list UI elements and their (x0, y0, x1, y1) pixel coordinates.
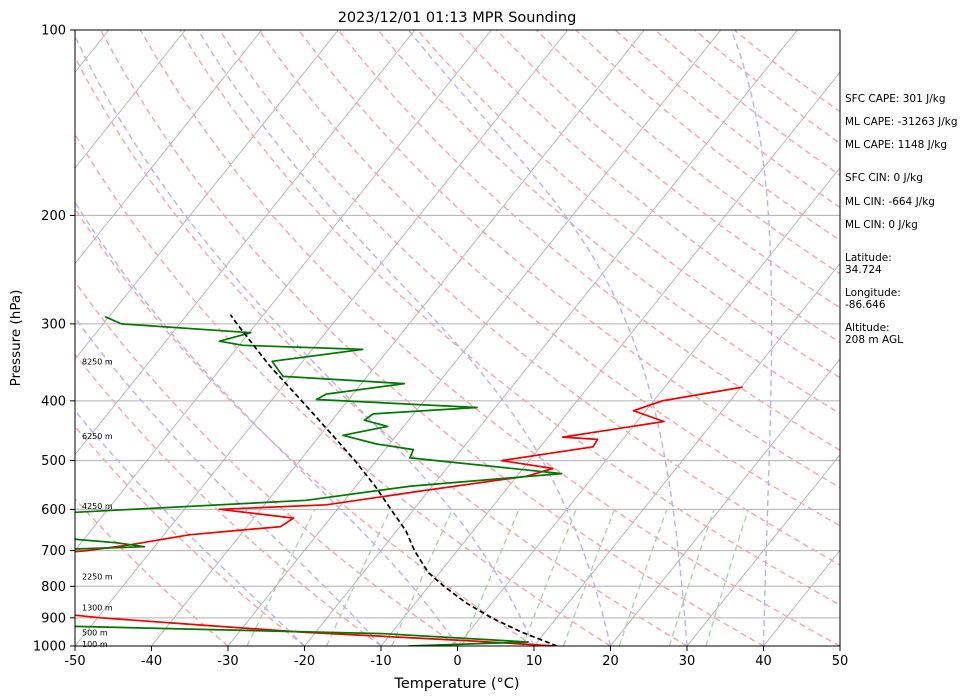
ml-cin-text-2: ML CIN: 0 J/kg (845, 219, 918, 231)
sounding-stats: SFC CAPE: 301 J/kg ML CAPE: -31263 J/kg … (845, 0, 974, 700)
isotherm-line (75, 30, 263, 265)
dry-adiabat (416, 30, 840, 379)
isotherm-line (380, 71, 840, 646)
altitude-value: 208 m AGL (845, 334, 903, 346)
moist-adiabat (197, 30, 612, 646)
dry-adiabat (456, 30, 840, 344)
mixing-ratio-line (705, 509, 750, 646)
height-label: 500 m (82, 629, 108, 638)
altitude-label: Altitude: (845, 322, 890, 334)
x-tick-label: -30 (217, 654, 238, 669)
y-tick-label: 500 (41, 454, 66, 469)
longitude-label: Longitude: (845, 287, 901, 299)
plot-frame (74, 29, 841, 647)
x-tick-label: 20 (602, 654, 619, 669)
sfc-cin-text: SFC CIN: 0 J/kg (845, 172, 923, 184)
chart-title: 2023/12/01 01:13 MPR Sounding (338, 10, 577, 26)
x-tick-label: 50 (832, 654, 849, 669)
y-tick-label: 600 (41, 503, 66, 518)
y-tick-label: 1000 (33, 640, 66, 655)
isotherm-line (75, 30, 186, 169)
y-tick-label: 700 (41, 544, 66, 559)
isotherm-line (533, 262, 840, 646)
dry-adiabat (100, 30, 764, 646)
mixing-ratio-line (246, 509, 316, 646)
x-tick-label: 10 (526, 654, 543, 669)
ml-cape-text: ML CAPE: -31263 J/kg (845, 116, 958, 128)
height-label: 6250 m (82, 432, 113, 441)
y-tick-label: 100 (41, 24, 66, 39)
y-tick-label: 400 (41, 394, 66, 409)
x-tick-label: -10 (370, 654, 391, 669)
dry-adiabat (75, 497, 229, 646)
x-axis-label: Temperature (°C) (393, 676, 519, 692)
isotherm-line (151, 30, 645, 646)
latitude-label: Latitude: (845, 252, 892, 264)
x-tick-label: -20 (294, 654, 315, 669)
moist-adiabat (730, 30, 773, 646)
moist-adiabat (75, 316, 382, 646)
dry-adiabat (75, 132, 611, 646)
moist-adiabat (75, 201, 459, 646)
background-lines (75, 30, 840, 646)
x-axis: -50 -40 -30 -20 -10 0 10 20 30 40 50 (64, 646, 848, 669)
mixing-ratio-line (391, 509, 453, 646)
dry-adiabat (75, 280, 458, 646)
isotherm-line (227, 30, 722, 646)
x-tick-label: 30 (679, 654, 696, 669)
x-tick-label: 40 (755, 654, 772, 669)
height-label: 100 m (82, 640, 108, 649)
isotherm-line (75, 30, 569, 646)
mixing-ratio-line (325, 509, 392, 646)
isotherm-line (75, 30, 416, 456)
height-labels: 8250 m 6250 m 4250 m 2250 m 1300 m 500 m 100 m (82, 357, 113, 649)
ml-cin-text: ML CIN: -664 J/kg (845, 196, 935, 208)
moist-adiabat (407, 30, 688, 646)
isotherm-line (75, 30, 492, 552)
height-label: 8250 m (82, 357, 113, 366)
x-tick-label: 0 (453, 654, 461, 669)
mixing-ratio-line (522, 509, 577, 646)
series-layer (75, 314, 743, 646)
moist-adiabat (75, 409, 305, 646)
mixing-ratio-line (461, 509, 520, 646)
y-tick-label: 900 (41, 611, 66, 626)
isotherm-line (610, 358, 840, 646)
dry-adiabat (218, 30, 840, 566)
dry-adiabat (75, 207, 535, 646)
height-label: 2250 m (82, 572, 113, 581)
parcel-line (229, 314, 558, 646)
x-tick-label: -50 (64, 654, 85, 669)
dry-adiabat (377, 30, 840, 415)
ml-cape-text-2: ML CAPE: 1148 J/kg (845, 139, 948, 151)
y-tick-label: 300 (41, 317, 66, 332)
y-axis-label: Pressure (hPa) (8, 290, 24, 387)
height-label: 4250 m (82, 502, 113, 511)
isotherm-line (75, 30, 339, 360)
dewpoint-line (75, 315, 563, 646)
y-axis: 100 200 300 400 500 600 700 800 900 1000 (33, 24, 75, 655)
longitude-value: -86.646 (845, 299, 886, 311)
dry-adiabat (75, 56, 688, 646)
isotherm-line (457, 167, 840, 646)
isotherm-line (304, 30, 798, 646)
mixing-ratio-line (562, 509, 616, 646)
y-tick-label: 800 (41, 580, 66, 595)
y-tick-label: 200 (41, 209, 66, 224)
sfc-cape-text: SFC CAPE: 301 J/kg (845, 93, 946, 105)
latitude-value: 34.724 (845, 264, 882, 276)
mixing-ratio-line (618, 509, 668, 646)
dry-adiabat (179, 30, 840, 606)
isotherm-line (686, 454, 840, 646)
moist-adiabat (75, 34, 535, 646)
temperature-line (75, 386, 743, 646)
mixing-ratio-line (668, 509, 715, 646)
height-label: 1300 m (82, 604, 113, 613)
x-tick-label: -40 (141, 654, 162, 669)
dry-adiabat (139, 30, 840, 646)
dry-adiabat (75, 353, 382, 646)
